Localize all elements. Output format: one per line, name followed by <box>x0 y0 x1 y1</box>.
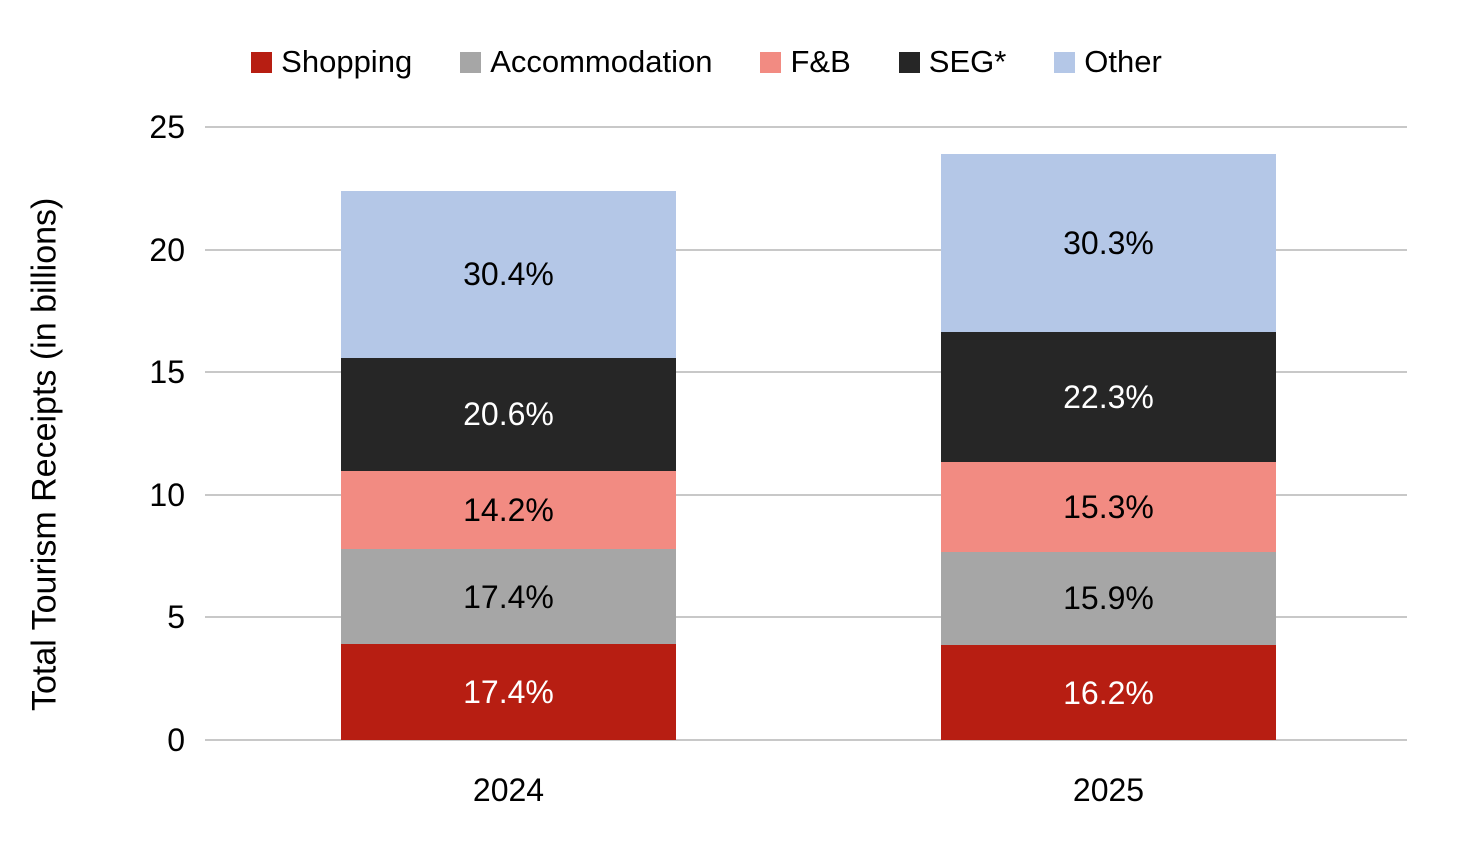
y-tick-label: 10 <box>149 476 185 513</box>
y-tick-label: 25 <box>149 109 185 145</box>
y-tick-label: 15 <box>149 354 185 391</box>
bar-2024: 17.4% 17.4% 14.2% 20.6% 30.4% <box>341 190 676 740</box>
y-tick-label: 5 <box>167 599 185 636</box>
legend-swatch-icon <box>1054 51 1076 73</box>
x-tick-label: 2025 <box>1072 772 1145 808</box>
gridline <box>205 248 1407 251</box>
legend-item-accommodation: Accommodation <box>460 44 712 80</box>
gridline <box>205 371 1407 374</box>
x-tick-label: 2024 <box>472 772 545 808</box>
segment-label: 16.2% <box>1063 674 1154 711</box>
y-tick-label: 20 <box>149 231 185 268</box>
legend-swatch-icon <box>251 51 273 73</box>
bar-segment-other: 30.3% <box>941 154 1276 332</box>
segment-label: 17.4% <box>463 578 554 615</box>
bar-segment-accommodation: 15.9% <box>941 551 1276 646</box>
bar-segment-f-b: 14.2% <box>341 470 676 549</box>
legend-item-seg-: SEG* <box>898 44 1007 80</box>
bar-segment-accommodation: 17.4% <box>341 548 676 645</box>
legend-label: Shopping <box>281 44 413 79</box>
bar-segment-seg-: 22.3% <box>941 331 1276 463</box>
y-axis-title: Total Tourism Receipts (in billions) <box>25 197 64 711</box>
plot-area: 17.4% 17.4% 14.2% 20.6% 30.4% 16.2% 15.9% 15.3%… <box>205 126 1407 741</box>
segment-label: 30.4% <box>463 256 554 293</box>
segment-label: 15.9% <box>1063 580 1154 617</box>
segment-label: 22.3% <box>1063 378 1154 415</box>
segment-label: 30.3% <box>1063 224 1154 261</box>
gridline <box>205 126 1407 128</box>
gridline <box>205 616 1407 619</box>
legend-item-other: Other <box>1054 44 1162 80</box>
gridline <box>205 739 1407 741</box>
bar-segment-shopping: 17.4% <box>341 644 676 740</box>
segment-label: 17.4% <box>463 674 554 711</box>
bar-segment-shopping: 16.2% <box>941 645 1276 740</box>
legend-swatch-icon <box>760 51 782 73</box>
y-tick-label: 0 <box>167 722 185 758</box>
bar-2025: 16.2% 15.9% 15.3% 22.3% 30.3% <box>941 154 1276 740</box>
bar-segment-other: 30.4% <box>341 190 676 358</box>
legend-label: Other <box>1084 44 1162 79</box>
legend: Shopping Accommodation F&B SEG* Other <box>0 40 1435 84</box>
legend-label: Accommodation <box>490 44 713 79</box>
gridline <box>205 493 1407 496</box>
legend-label: SEG* <box>928 44 1007 79</box>
segment-label: 14.2% <box>463 491 554 528</box>
legend-label: F&B <box>790 44 851 79</box>
segment-label: 20.6% <box>463 396 554 433</box>
legend-item-shopping: Shopping <box>251 44 412 80</box>
bar-segment-f-b: 15.3% <box>941 462 1276 552</box>
bar-segment-seg-: 20.6% <box>341 357 676 471</box>
legend-item-f-b: F&B <box>760 44 851 80</box>
legend-swatch-icon <box>460 51 482 73</box>
segment-label: 15.3% <box>1063 489 1154 526</box>
legend-swatch-icon <box>898 51 920 73</box>
